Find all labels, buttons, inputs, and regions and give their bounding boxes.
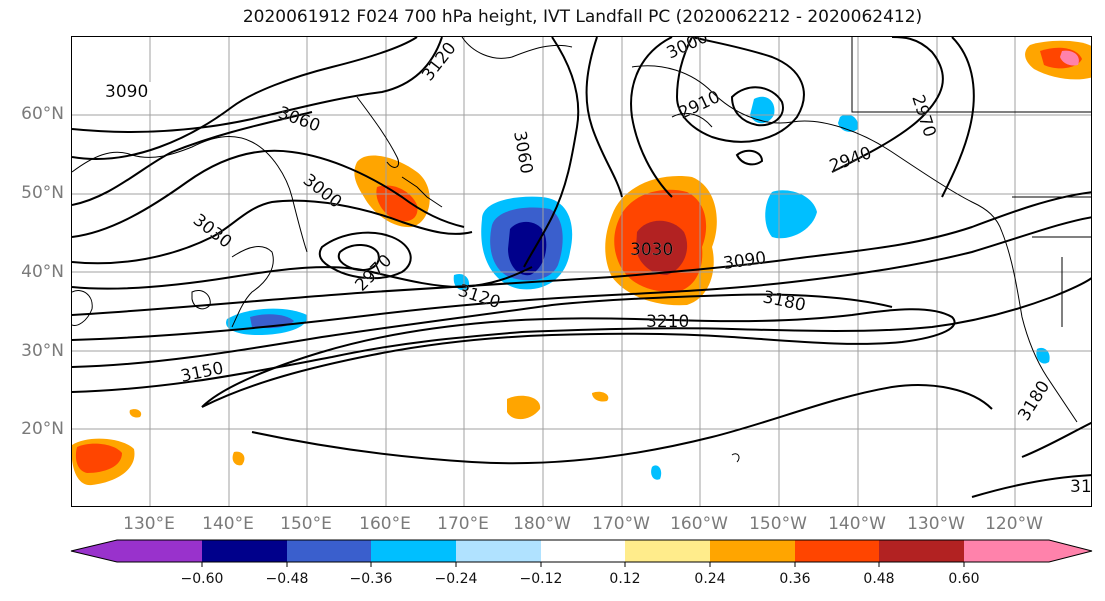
- contour-label-3030-west: 3030: [189, 210, 235, 252]
- colorbar-extend-high: [1049, 540, 1092, 562]
- colorbar-segments: [71, 540, 1092, 562]
- contour-label-3180-central: 3180: [761, 287, 807, 316]
- colorbar-extend-low: [71, 540, 117, 562]
- height-contours: [72, 37, 1091, 498]
- lat-label-40n: 40°N: [21, 262, 64, 282]
- gridlines: [72, 37, 1091, 506]
- lon-label-180w: 180°W: [513, 514, 571, 534]
- coastlines: [72, 37, 1091, 463]
- contour-label-31-edge: 31: [1070, 477, 1092, 497]
- contour-label-3060-central: 3060: [509, 129, 536, 175]
- lon-label-160w: 160°W: [670, 514, 728, 534]
- colorbar-tick-p024: 0.24: [694, 571, 726, 587]
- map-panel: 3090 3120 3060 3000 3030 2970 3060 3000 …: [71, 36, 1092, 507]
- lat-label-30n: 30°N: [21, 341, 64, 361]
- contour-label-3150: 3150: [179, 358, 225, 387]
- contour-label-2910: 2910: [676, 87, 724, 123]
- colorbar-tick-n024: −0.24: [434, 571, 478, 587]
- map-canvas: 3090 3120 3060 3000 3030 2970 3060 3000 …: [72, 37, 1092, 506]
- contour-label-3120-central: 3120: [455, 281, 502, 313]
- contour-label-2970-east: 2970: [907, 92, 939, 139]
- figure-title: 2020061912 F024 700 hPa height, IVT Land…: [242, 7, 923, 27]
- contour-label-3210: 3210: [646, 312, 689, 332]
- lon-label-140e: 140°E: [202, 514, 254, 534]
- colorbar-tick-n060: −0.60: [180, 571, 224, 587]
- contour-labels: 3090 3120 3060 3000 3030 2970 3060 3000 …: [102, 37, 1092, 497]
- lon-label-170e: 170°E: [437, 514, 489, 534]
- lat-label-20n: 20°N: [21, 419, 64, 439]
- colorbar-tick-p048: 0.48: [863, 571, 895, 587]
- lon-label-130e: 130°E: [123, 514, 175, 534]
- contour-label-3030-central: 3030: [630, 240, 673, 260]
- contour-label-3090-nw: 3090: [105, 82, 148, 102]
- colorbar-tick-n036: −0.36: [349, 571, 393, 587]
- shading-layer: [72, 40, 1091, 486]
- lon-label-170w: 170°W: [592, 514, 650, 534]
- contour-label-3180-east: 3180: [1014, 377, 1054, 424]
- lon-label-150w: 150°W: [749, 514, 807, 534]
- lon-label-160e: 160°E: [359, 514, 411, 534]
- contour-label-3000-west: 3000: [299, 170, 345, 212]
- lon-label-140w: 140°W: [828, 514, 886, 534]
- contour-label-2970-low: 2970: [351, 251, 396, 296]
- colorbar-tick-p060: 0.60: [948, 571, 980, 587]
- colorbar-tick-n012: −0.12: [519, 571, 563, 587]
- lat-label-50n: 50°N: [21, 183, 64, 203]
- contour-label-3090-central: 3090: [722, 248, 768, 274]
- colorbar-tick-p012: 0.12: [609, 571, 641, 587]
- colorbar-tick-p036: 0.36: [779, 571, 811, 587]
- contour-label-2940: 2940: [827, 143, 874, 177]
- lon-label-150e: 150°E: [280, 514, 332, 534]
- colorbar-tick-n048: −0.48: [265, 571, 309, 587]
- lon-label-130w: 130°W: [907, 514, 965, 534]
- lat-label-60n: 60°N: [21, 104, 64, 124]
- contour-label-3000-north: 3000: [664, 37, 712, 64]
- contour-label-3120-north: 3120: [418, 39, 460, 85]
- lon-label-120w: 120°W: [985, 514, 1043, 534]
